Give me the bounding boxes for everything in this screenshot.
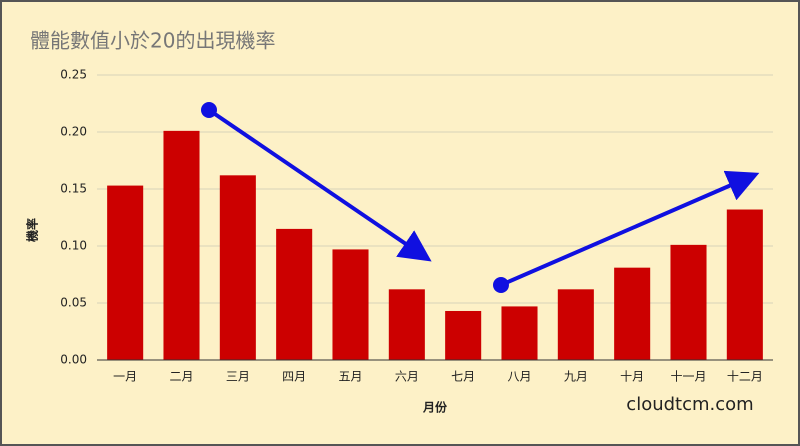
x-tick-label: 一月 (113, 370, 137, 384)
bar (557, 289, 594, 360)
x-tick-label: 六月 (395, 370, 419, 384)
bar (219, 175, 256, 360)
y-tick-label: 0.25 (60, 68, 87, 82)
x-tick-label: 二月 (169, 370, 193, 384)
x-tick-label: 四月 (282, 370, 306, 384)
annotation-arrows (201, 102, 760, 293)
x-tick-label: 五月 (338, 370, 362, 384)
bar (614, 267, 651, 360)
bar (388, 289, 425, 360)
bar (726, 209, 763, 360)
x-tick-label: 十月 (620, 370, 644, 384)
arrow (207, 108, 432, 262)
x-tick-label: 三月 (226, 370, 250, 384)
watermark: cloudtcm.com (626, 394, 753, 415)
y-tick-label: 0.00 (60, 353, 87, 367)
bar (332, 249, 369, 360)
x-tick-label: 十一月 (670, 370, 706, 384)
chart-title: 體能數值小於20的出現機率 (30, 29, 275, 53)
y-tick-label: 0.10 (60, 239, 87, 253)
bar (107, 185, 144, 360)
arrow (500, 170, 760, 287)
plot-area: 0.00 0.05 0.10 0.15 0.20 0.25 一月 二月 三月 四月 五月 六月 七月 八月… (60, 68, 773, 384)
bar (670, 244, 707, 360)
x-tick-label: 八月 (507, 370, 531, 384)
y-tick-label: 0.20 (60, 125, 87, 139)
y-tick-label: 0.15 (60, 182, 87, 196)
x-tick-label: 十二月 (727, 370, 763, 384)
x-tick-label: 九月 (564, 370, 588, 384)
y-tick-label: 0.05 (60, 296, 87, 310)
bar (276, 228, 313, 360)
bar (163, 130, 200, 360)
x-axis-label: 月份 (422, 400, 448, 415)
bar (501, 306, 538, 360)
x-tick-label: 七月 (451, 370, 475, 384)
bar (445, 310, 482, 360)
y-axis-label: 機率 (25, 218, 40, 242)
